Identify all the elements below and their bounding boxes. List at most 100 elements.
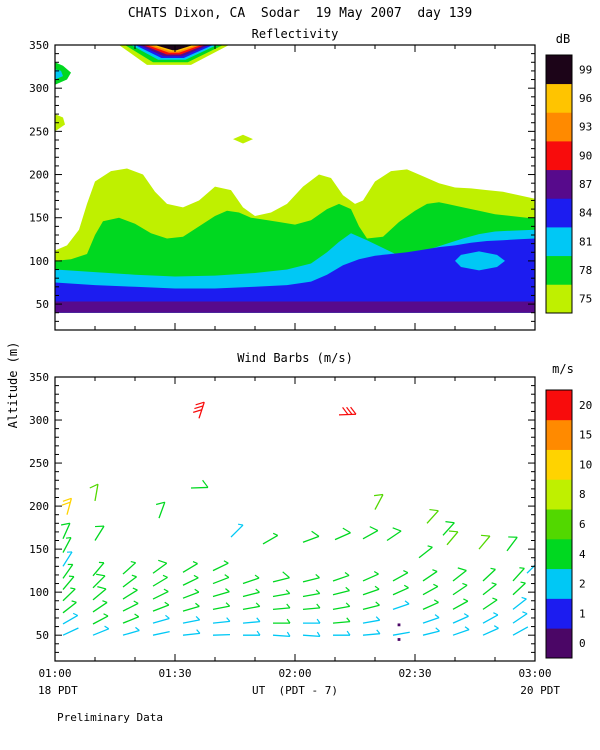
- contour-region-ygreen: [55, 114, 65, 132]
- wind-barb-tick: [163, 588, 169, 593]
- ms-colorbar-segment: [546, 449, 572, 480]
- contour-region-cyan: [55, 69, 63, 80]
- ms-colorbar-label: 15: [579, 429, 592, 442]
- ms-colorbar-label: 1: [579, 607, 586, 620]
- wind-barb-staff: [302, 607, 320, 611]
- wind-barb-staff: [334, 532, 351, 541]
- ms-colorbar-label: 2: [579, 578, 586, 591]
- wind-barb-staff: [212, 591, 230, 598]
- wind-barb-tick: [195, 401, 205, 406]
- wind-barb-staff: [452, 600, 469, 610]
- wind-barb-staff: [212, 562, 229, 572]
- wind-barb-tick: [522, 611, 528, 615]
- y-tick-label: 150: [29, 212, 49, 225]
- wind-barb-tick: [225, 588, 230, 593]
- wind-barb-staff: [212, 576, 230, 585]
- wind-barb-tick: [375, 601, 380, 606]
- wind-barb-staff: [446, 531, 459, 546]
- wind-barb-tick: [345, 602, 351, 607]
- wind-barb-staff: [362, 619, 380, 624]
- wind-barb-staff: [212, 633, 231, 636]
- y-tick-label: 250: [29, 457, 49, 470]
- page-title: CHATS Dixon, CA Sodar 19 May 2007 day 13…: [127, 6, 473, 21]
- wind-barb-staff: [452, 584, 468, 596]
- wind-barb-staff: [482, 614, 499, 624]
- wind-barb-staff: [242, 591, 260, 598]
- wind-barb-staff: [122, 616, 140, 624]
- ms-colorbar-segment: [546, 419, 572, 450]
- reflectivity-panel-title: Reflectivity: [251, 27, 339, 41]
- wind-barb-tick: [433, 599, 439, 603]
- wind-barb-staff: [212, 605, 230, 611]
- wind-barb-tick: [196, 629, 201, 634]
- ms-colorbar-segment: [546, 538, 572, 570]
- wind-barb-staff: [122, 602, 139, 612]
- wind-barb-staff: [452, 569, 467, 582]
- wind-barb-staff: [122, 576, 137, 588]
- wind-barb-tick: [96, 573, 106, 577]
- wind-barb-tick: [65, 536, 72, 539]
- db-colorbar-segment: [546, 227, 572, 257]
- wind-barb-staff: [152, 562, 168, 574]
- wind-barb-tick: [104, 625, 110, 630]
- wind-barb-staff: [442, 522, 455, 536]
- wind-barb-tick: [403, 569, 409, 574]
- wind-barb-staff: [92, 562, 105, 577]
- y-tick-label: 100: [29, 255, 49, 268]
- wind-barb-tick: [346, 617, 351, 623]
- wind-barb-tick: [463, 613, 469, 617]
- wind-barb-staff: [302, 634, 321, 638]
- db-colorbar-label: 78: [579, 264, 592, 277]
- wind-barb-staff: [92, 575, 106, 589]
- wind-barb-tick: [403, 584, 409, 589]
- wind-barb-staff: [386, 530, 402, 542]
- wind-barb-staff: [242, 577, 260, 585]
- wind-barb-staff: [182, 563, 198, 573]
- wind-barb-staff: [426, 510, 439, 524]
- wind-barb-staff: [230, 524, 244, 538]
- wind-barb-tick: [519, 567, 525, 569]
- db-colorbar-segment: [546, 284, 572, 314]
- wind-barb-tick: [462, 582, 468, 586]
- wind-barb-staff: [94, 525, 105, 541]
- contour-region-purple: [55, 301, 535, 313]
- wind-barb-staff: [452, 629, 470, 636]
- wind-barb-staff: [92, 601, 108, 613]
- ms-colorbar-unit-label: m/s: [552, 362, 574, 376]
- wind-barb-tick: [316, 618, 321, 624]
- wind-barb-tick: [315, 573, 320, 579]
- wind-barb-tick: [158, 559, 167, 564]
- ms-colorbar-label: 10: [579, 458, 592, 471]
- wind-barb-tick: [345, 586, 350, 592]
- wind-barb-staff: [332, 621, 350, 624]
- wind-barb-tick: [254, 574, 260, 579]
- ms-colorbar-label: 20: [579, 399, 592, 412]
- wind-barb-tick: [286, 631, 291, 637]
- wind-barb-tick: [369, 526, 379, 532]
- wind-barb-tick: [61, 501, 71, 506]
- plot-frame: [54, 44, 536, 331]
- wind-barb-tick: [62, 497, 72, 502]
- y-tick-label: 100: [29, 586, 49, 599]
- wind-barb-staff: [122, 589, 138, 600]
- wind-barb-tick: [374, 585, 380, 590]
- wind-barb-tick: [89, 483, 99, 489]
- db-colorbar-segment: [546, 198, 572, 228]
- db-colorbar-label: 90: [579, 149, 592, 162]
- wind-barb-tick: [226, 617, 231, 622]
- x-tick-label: 01:30: [158, 667, 191, 680]
- wind-barb-tick: [373, 570, 379, 575]
- wind-barb-tick: [392, 527, 402, 532]
- contour-region-ygreen: [233, 134, 253, 144]
- wind-barb-tick: [315, 589, 321, 594]
- wind-barb-staff: [422, 601, 439, 610]
- wind-barb-tick: [445, 521, 455, 524]
- wind-barb-tick: [256, 617, 261, 623]
- wind-barb-staff: [62, 564, 74, 579]
- wind-barb-staff: [512, 613, 528, 624]
- wind-barb-staff: [182, 619, 200, 624]
- wind-barb-staff: [182, 632, 200, 636]
- wind-barb-staff: [422, 570, 438, 582]
- wind-barb-staff: [62, 522, 71, 540]
- y-tick-label: 200: [29, 500, 49, 513]
